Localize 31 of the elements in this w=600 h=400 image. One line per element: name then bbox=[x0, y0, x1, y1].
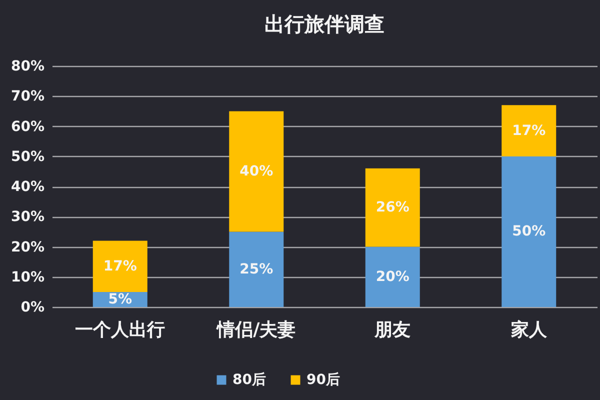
bar bbox=[229, 232, 284, 307]
chart-title: 出行旅伴调查 bbox=[264, 12, 384, 36]
bar bbox=[365, 168, 420, 247]
y-tick-label: 60% bbox=[10, 118, 44, 135]
y-tick-label: 80% bbox=[10, 58, 44, 74]
bar bbox=[502, 156, 556, 307]
data-label: 26% bbox=[376, 200, 410, 216]
y-tick-label: 40% bbox=[10, 179, 44, 195]
bar bbox=[229, 111, 284, 232]
bar bbox=[502, 105, 556, 156]
data-label: 40% bbox=[240, 163, 274, 180]
data-label: 20% bbox=[376, 268, 410, 285]
data-label: 50% bbox=[512, 224, 546, 240]
legend-label: 90后 bbox=[306, 371, 340, 388]
data-label: 17% bbox=[512, 122, 546, 139]
y-tick-label: 10% bbox=[10, 269, 44, 286]
y-tick-label: 0% bbox=[20, 300, 44, 316]
y-tick-label: 30% bbox=[10, 209, 44, 226]
bar bbox=[365, 246, 420, 307]
bar bbox=[92, 240, 148, 292]
data-label: 5% bbox=[108, 291, 132, 308]
x-tick-label: 朋友 bbox=[374, 320, 411, 340]
y-tick-label: 70% bbox=[10, 88, 44, 105]
x-tick-label: 一个人出行 bbox=[75, 320, 166, 340]
legend-label: 80后 bbox=[232, 371, 266, 388]
x-tick-label: 家人 bbox=[510, 320, 548, 340]
y-tick-label: 20% bbox=[10, 239, 44, 256]
x-tick-label: 情侣/夫妻 bbox=[216, 320, 296, 340]
data-label: 17% bbox=[103, 258, 137, 274]
data-label: 25% bbox=[240, 261, 274, 278]
y-tick-label: 50% bbox=[10, 148, 44, 165]
